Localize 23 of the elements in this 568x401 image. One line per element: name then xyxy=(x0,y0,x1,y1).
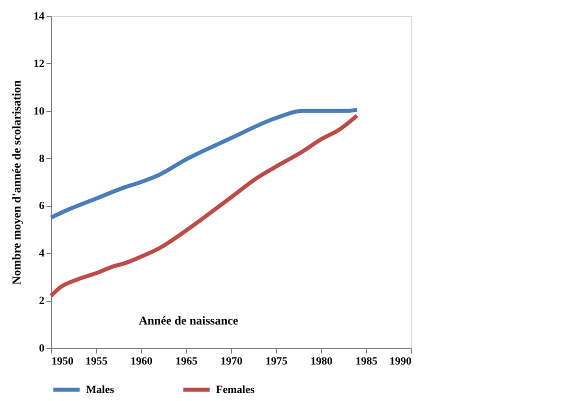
line-series xyxy=(49,108,359,220)
legend-label: Males xyxy=(86,384,115,396)
x-tick-label: 1950 xyxy=(52,356,74,368)
y-tick-label: 6 xyxy=(39,200,45,212)
line-series xyxy=(49,114,359,298)
x-tick-label: 1985 xyxy=(356,356,378,368)
y-tick-label: 12 xyxy=(34,58,45,70)
y-tick-label: 10 xyxy=(34,105,45,118)
y-tick-label: 14 xyxy=(34,10,45,22)
legend-label: Females xyxy=(216,384,256,396)
y-tick-label: 8 xyxy=(39,152,45,165)
x-tick-label: 1965 xyxy=(176,356,198,368)
x-axis-title: Année de naissance xyxy=(138,314,239,328)
x-tick-label: 1970 xyxy=(220,356,243,368)
x-tick-label: 1990 xyxy=(390,356,412,368)
y-tick-label: 2 xyxy=(39,295,45,308)
y-axis-title: Nombre moyen d'année de scolarisation xyxy=(10,80,24,285)
x-tick-label: 1960 xyxy=(130,356,153,368)
y-tick-label: 4 xyxy=(39,248,45,260)
x-tick-label: 1955 xyxy=(86,356,108,368)
x-tick-label: 1980 xyxy=(310,356,333,368)
x-tick-label: 1975 xyxy=(266,356,288,368)
y-tick-label: 0 xyxy=(39,342,45,354)
